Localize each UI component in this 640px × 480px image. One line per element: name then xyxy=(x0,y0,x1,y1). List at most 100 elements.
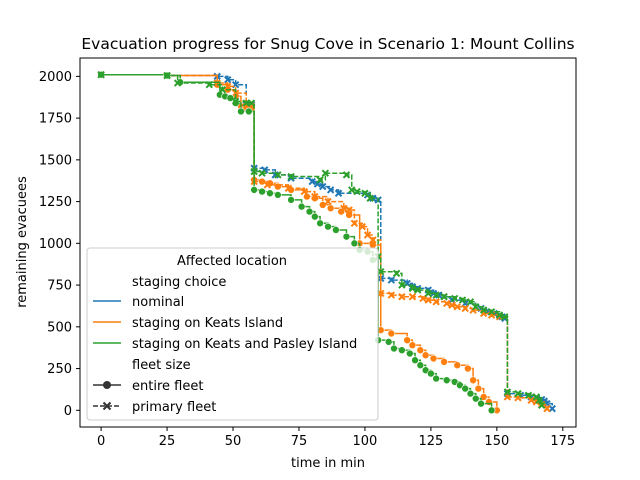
data-point-circle xyxy=(311,212,319,221)
y-tick-label: 250 xyxy=(47,362,72,377)
legend-label-keats-pasley: staging on Keats and Pasley Island xyxy=(132,337,357,352)
data-point-circle xyxy=(432,374,440,383)
data-point-x-marker xyxy=(432,298,440,306)
legend-label-entire-fleet: entire fleet xyxy=(132,379,203,394)
data-point-circle xyxy=(326,204,335,213)
plot-area xyxy=(97,70,556,415)
data-point-x-marker xyxy=(419,294,427,303)
data-point-circle xyxy=(297,202,306,211)
legend-group-staging-choice: staging choice xyxy=(132,275,226,290)
data-point-circle xyxy=(305,207,314,216)
chart-title: Evacuation progress for Snug Cove in Sce… xyxy=(81,35,574,53)
data-point-circle xyxy=(245,107,253,116)
y-tick-label: 1000 xyxy=(39,237,72,252)
data-point-x-marker xyxy=(537,401,546,410)
data-point-circle xyxy=(387,329,396,338)
data-point-x-marker xyxy=(340,204,348,212)
data-point-x-marker xyxy=(324,197,332,206)
data-point-x-marker xyxy=(387,276,396,284)
legend-title: Affected location xyxy=(177,254,287,269)
data-point-x-marker xyxy=(432,291,440,299)
data-point-x-marker xyxy=(363,231,372,239)
data-point-circle xyxy=(411,356,419,365)
data-point-x-marker xyxy=(97,70,105,79)
data-point-circle xyxy=(342,232,351,241)
data-point-x-marker xyxy=(247,99,256,107)
data-point-circle xyxy=(266,189,274,198)
data-point-circle xyxy=(487,406,496,415)
data-point-x-marker xyxy=(366,194,374,202)
data-point-x-marker xyxy=(535,396,543,404)
data-point-x-marker xyxy=(300,187,308,196)
data-point-x-marker xyxy=(250,167,258,176)
data-point-x-marker xyxy=(321,169,330,177)
data-point-x-marker xyxy=(369,236,377,244)
x-tick-label: 50 xyxy=(225,434,242,449)
data-point-circle xyxy=(469,376,477,385)
data-point-circle xyxy=(477,399,485,408)
data-point-x-marker xyxy=(466,298,475,306)
y-axis: 0 250 500 750 1000 1250 1500 1750 2000 xyxy=(39,70,80,419)
data-point-circle xyxy=(390,344,398,353)
legend-x-marker-icon xyxy=(102,401,112,411)
data-point-circle xyxy=(332,226,340,234)
data-point-x-marker xyxy=(319,182,327,191)
data-point-x-marker xyxy=(487,308,496,316)
data-point-x-marker xyxy=(453,303,461,311)
data-point-x-marker xyxy=(424,289,432,298)
data-point-x-marker xyxy=(342,171,351,179)
data-point-circle xyxy=(461,384,469,393)
data-point-circle xyxy=(398,346,406,354)
y-tick-label: 1750 xyxy=(39,112,72,127)
data-point-circle xyxy=(274,191,282,199)
data-point-x-marker xyxy=(413,286,422,294)
data-point-x-marker xyxy=(377,268,385,276)
data-point-x-marker xyxy=(348,186,356,194)
x-axis-label: time in min xyxy=(291,456,365,471)
data-point-circle xyxy=(453,361,462,370)
data-point-x-marker xyxy=(308,177,316,186)
data-point-x-marker xyxy=(224,75,232,84)
data-point-x-marker xyxy=(448,301,456,309)
data-point-x-marker xyxy=(501,313,509,321)
data-point-x-marker xyxy=(284,184,293,192)
data-point-x-marker xyxy=(231,97,240,106)
data-point-x-marker xyxy=(543,404,551,413)
data-point-x-marker xyxy=(479,306,488,314)
legend-box xyxy=(86,247,379,421)
plot-frame xyxy=(79,57,577,428)
y-tick-label: 1250 xyxy=(39,195,72,210)
legend-label-primary-fleet: primary fleet xyxy=(132,400,216,415)
data-point-circle xyxy=(479,393,488,401)
data-point-circle xyxy=(226,94,235,102)
data-point-x-marker xyxy=(527,396,535,404)
data-point-x-marker xyxy=(205,81,213,89)
data-point-x-marker xyxy=(258,169,266,177)
data-point-circle xyxy=(403,336,411,344)
data-point-x-marker xyxy=(495,311,504,319)
data-point-circle xyxy=(258,187,266,196)
data-point-circle xyxy=(416,361,425,370)
data-point-circle xyxy=(250,186,258,194)
data-point-x-marker xyxy=(231,89,240,97)
data-point-circle xyxy=(440,358,448,366)
series-4 xyxy=(97,70,546,410)
data-point-x-marker xyxy=(387,291,396,299)
data-point-x-marker xyxy=(392,269,401,278)
data-point-circle xyxy=(318,201,327,209)
data-point-x-marker xyxy=(316,176,324,184)
data-point-circle xyxy=(466,389,475,398)
data-point-x-marker xyxy=(274,171,282,179)
data-point-circle xyxy=(464,364,472,373)
data-point-circle xyxy=(324,222,332,231)
data-point-x-marker xyxy=(408,293,417,301)
data-point-x-marker xyxy=(224,82,232,91)
y-tick-label: 750 xyxy=(47,279,72,294)
data-point-circle xyxy=(345,211,353,219)
x-tick-label: 100 xyxy=(353,434,378,449)
x-tick-label: 150 xyxy=(484,434,509,449)
y-axis-label: remaining evacuees xyxy=(15,176,30,308)
x-tick-label: 0 xyxy=(97,434,105,449)
data-point-x-marker xyxy=(398,281,406,289)
x-tick-label: 25 xyxy=(159,434,176,449)
